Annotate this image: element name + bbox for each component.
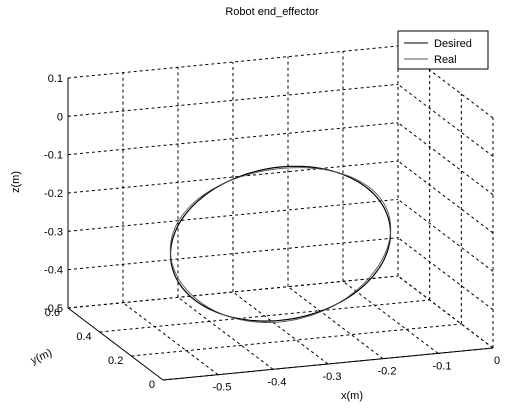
grid-line-side-z: [397, 83, 494, 157]
grid-line-floor-x: [287, 286, 384, 360]
legend-label-desired: Desired: [434, 38, 472, 50]
z-tick-label: -0.3: [44, 226, 63, 238]
grid-line-back-z: [67, 122, 399, 156]
x-tick-label: -0.1: [433, 360, 452, 372]
grid-line-side-z: [397, 160, 494, 234]
grid-lines: [67, 45, 494, 381]
grid-line-floor-x: [342, 280, 439, 354]
z-tick-label: -0.4: [44, 265, 63, 277]
grid-line-floor-y: [99, 299, 430, 333]
grid-line-back-z: [67, 45, 399, 79]
grid-line-side-z: [397, 122, 494, 196]
y-axis-line: [67, 307, 164, 381]
y-tick-label: 0: [149, 379, 155, 391]
grid-line-back-z: [67, 275, 399, 309]
axis-box-edges: [67, 78, 494, 381]
grid-line-floor-x: [122, 302, 219, 376]
grid-line-floor-x: [232, 291, 329, 365]
x-tick-label: -0.4: [268, 376, 287, 388]
grid-line-side-z: [397, 45, 494, 119]
trajectory-real: [169, 167, 392, 323]
y-tick-label: 0.2: [108, 355, 123, 367]
grid-line-back-z: [67, 198, 399, 232]
trajectory-desired: [169, 165, 392, 322]
grid-line-side-z: [397, 275, 494, 349]
legend: Desired Real: [397, 30, 489, 70]
grid-line-side-z: [397, 237, 494, 311]
grid-line-floor-x: [177, 296, 274, 370]
z-tick-label: 0.1: [48, 73, 63, 85]
x-axis-label: x(m): [341, 390, 363, 402]
z-tick-label: 0: [57, 111, 63, 123]
chart-title: Robot end_effector: [225, 6, 319, 18]
tick-labels: -0.5 -0.4 -0.3 -0.2 -0.1 0 0 0.2 0.4 0.6 0.1 0 -0.1 -…: [44, 73, 500, 394]
x-tick-label: 0: [494, 355, 500, 367]
z-tick-label: -0.2: [44, 188, 63, 200]
x-tick-label: -0.3: [323, 371, 342, 383]
legend-label-real: Real: [434, 54, 457, 66]
x-axis-line: [162, 347, 494, 381]
z-tick-label: -0.1: [44, 150, 63, 162]
y-axis-label: y(m): [29, 347, 54, 367]
grid-line-floor-x: [397, 275, 494, 349]
legend-box: [397, 30, 489, 70]
grid-line-floor-y: [131, 323, 462, 357]
grid-line-side-z: [397, 198, 494, 272]
x-tick-label: -0.5: [213, 382, 232, 394]
x-tick-label: -0.2: [378, 366, 397, 378]
z-tick-label: -0.5: [44, 303, 63, 315]
grid-line-back-z: [67, 83, 399, 117]
y-tick-label: 0.6: [45, 307, 60, 319]
grid-line-back-z: [67, 160, 399, 194]
z-axis-label: z(m): [10, 171, 22, 193]
y-tick-label: 0.4: [76, 331, 91, 343]
grid-line-back-z: [67, 237, 399, 271]
trajectories: [169, 165, 392, 323]
